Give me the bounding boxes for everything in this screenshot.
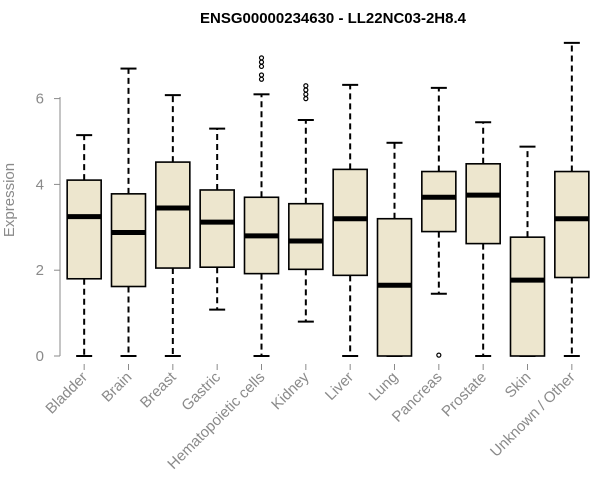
x-tick-label: Lung	[366, 369, 402, 405]
box-lung	[376, 141, 413, 357]
iqr-box	[421, 170, 457, 233]
outlier-point	[258, 76, 265, 82]
iqr-box	[332, 168, 368, 277]
iqr-box	[554, 170, 590, 279]
iqr-box	[155, 161, 191, 269]
chart-title: ENSG00000234630 - LL22NC03-2H8.4	[200, 10, 467, 27]
box-kidney	[288, 83, 324, 323]
iqr-box	[199, 189, 235, 268]
iqr-box	[509, 236, 546, 357]
box-bladder	[66, 134, 102, 357]
outlier-point	[436, 352, 442, 358]
box-liver	[332, 83, 368, 357]
x-tick-label: Prostate	[438, 369, 490, 421]
y-tick-label: 0	[36, 348, 44, 365]
iqr-box	[288, 202, 324, 271]
x-tick-label: Bladder	[42, 369, 91, 418]
outlier-point	[258, 59, 265, 65]
outlier-point	[303, 83, 309, 89]
box-hematopoietic-cells	[243, 55, 280, 357]
outlier-point	[303, 91, 309, 97]
outlier-point	[258, 72, 265, 78]
y-axis-label: Expression	[1, 163, 18, 237]
outlier-point	[303, 87, 309, 93]
box-unknown-other	[554, 41, 590, 357]
y-tick-label: 4	[36, 176, 44, 193]
x-tick-label: Skin	[502, 369, 535, 402]
y-tick-label: 6	[36, 91, 44, 108]
iqr-box	[110, 193, 147, 288]
plot-area	[66, 41, 590, 358]
x-tick-label: Kidney	[268, 368, 313, 413]
y-tick-label: 2	[36, 262, 44, 279]
box-pancreas	[421, 86, 457, 358]
x-tick-label: Unknown / Other	[487, 369, 579, 461]
y-axis-ticks: 0 2 4 6	[36, 91, 60, 365]
iqr-box	[465, 163, 501, 245]
x-tick-label: Breast	[137, 368, 180, 411]
box-skin	[509, 145, 546, 357]
x-tick-label: Brain	[99, 369, 136, 406]
outlier-point	[258, 55, 265, 61]
outlier-point	[258, 63, 265, 70]
iqr-box	[66, 179, 102, 280]
box-breast	[155, 94, 191, 357]
box-brain	[110, 67, 147, 357]
x-tick-label: Liver	[322, 369, 357, 404]
outlier-point	[303, 95, 309, 102]
box-gastric	[199, 127, 235, 311]
box-prostate	[465, 121, 501, 357]
